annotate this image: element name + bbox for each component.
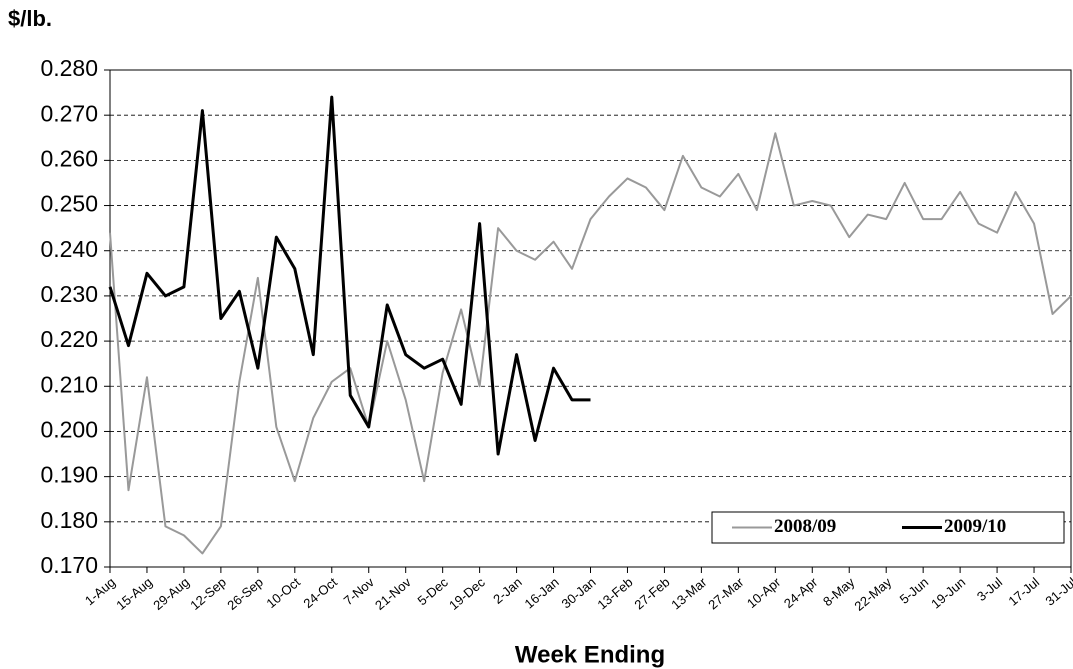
x-axis-title: Week Ending [515,641,665,668]
y-tick-label: 0.220 [40,326,98,352]
y-tick-label: 0.250 [40,191,98,217]
x-tick-label: 31-Jul [1042,574,1073,608]
y-tick-label: 0.270 [40,100,98,126]
x-tick-label: 1-Aug [82,574,118,608]
x-tick-label: 27-Mar [705,574,747,612]
y-tick-label: 0.170 [40,552,98,578]
y-tick-label: 0.180 [40,507,98,533]
legend-label: 2009/10 [944,516,1006,537]
y-tick-label: 0.210 [40,371,98,397]
y-tick-label: 0.230 [40,281,98,307]
x-tick-label: 2-Jan [490,574,525,606]
y-tick-label: 0.190 [40,462,98,488]
x-tick-label: 24-Oct [300,574,340,611]
x-tick-label: 19-Jun [928,574,968,611]
plot-frame [109,69,1072,568]
x-tick-label: 7-Nov [341,574,378,608]
x-tick-label: 17-Jul [1005,574,1042,608]
x-tick-label: 30-Jan [559,574,599,611]
y-tick-label: 0.240 [40,236,98,262]
x-tick-label: 12-Sep [187,574,229,612]
x-tick-label: 10-Apr [744,574,784,611]
x-tick-label: 27-Feb [631,574,672,612]
legend-label: 2008/09 [774,516,836,537]
series-line [108,95,591,456]
x-tick-label: 13-Feb [594,574,635,612]
x-tick-label: 3-Jul [974,574,1005,604]
x-tick-label: 26-Sep [224,574,266,612]
x-tick-label: 5-Jun [897,574,932,606]
y-axis-title: $/lb. [8,6,52,31]
y-tick-label: 0.200 [40,417,98,443]
x-tick-label: 22-May [851,574,894,614]
x-tick-label: 15-Aug [113,574,155,612]
x-tick-label: 24-Apr [781,574,821,611]
x-tick-label: 29-Aug [150,574,192,612]
x-tick-label: 13-Mar [668,574,710,612]
x-tick-label: 10-Oct [263,574,303,611]
x-tick-label: 5-Dec [415,574,452,608]
series-line [109,132,1072,555]
y-tick-label: 0.280 [40,55,98,81]
y-tick-label: 0.260 [40,145,98,171]
x-tick-label: 19-Dec [446,574,488,613]
x-tick-label: 16-Jan [522,574,562,611]
x-tick-label: 21-Nov [372,574,414,613]
